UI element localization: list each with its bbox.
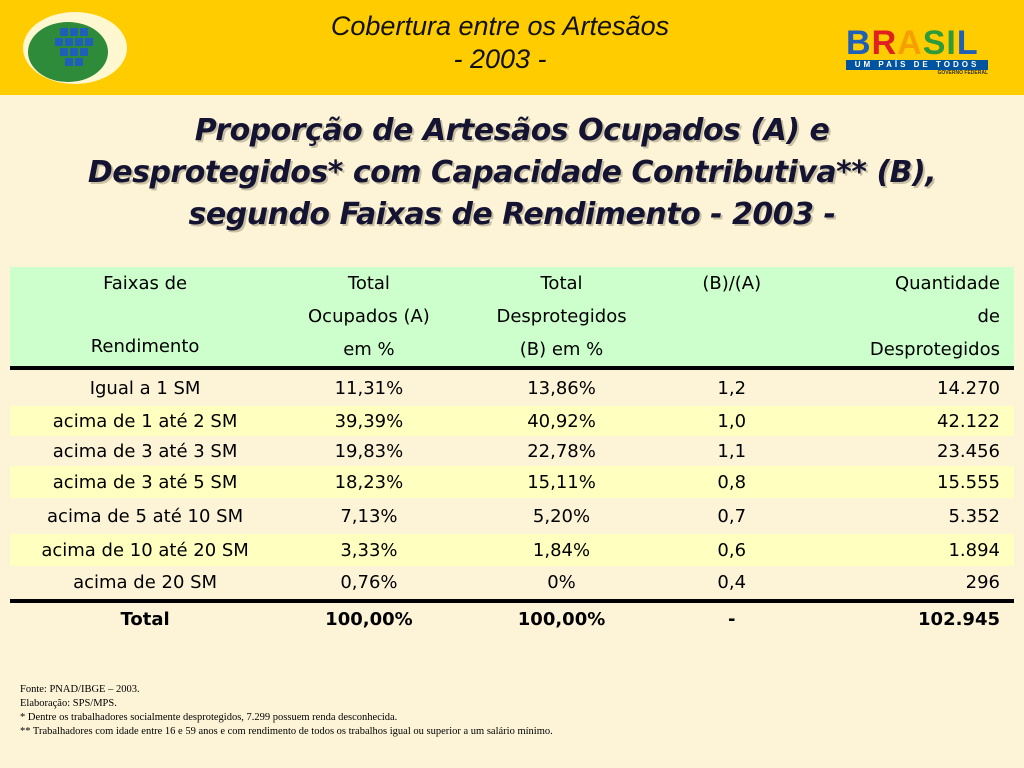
logo-footer: GOVERNO FEDERAL	[937, 70, 988, 76]
total-row: Total 100,00% 100,00% -102.945	[10, 599, 1014, 635]
table-cell: 0,8	[665, 466, 799, 498]
column-header: (B)/(A)	[665, 267, 799, 370]
header-cell: (B)/(A)	[665, 267, 798, 300]
table-row: acima de 10 até 20 SM 3,33% 1,84% 0,6 1.894	[10, 534, 1014, 566]
total-cell: 102.945	[798, 599, 1014, 635]
footnote: * Dentre os trabalhadores socialmente de…	[20, 712, 398, 723]
table-cell: acima de 10 até 20 SM	[10, 534, 281, 566]
header-line: Rendimento	[90, 336, 200, 357]
table-cell: 5.352	[948, 505, 1000, 527]
table-cell: 15,11%	[457, 466, 666, 498]
table-cell: acima de 1 até 2 SM	[10, 406, 281, 436]
header-cell: Total Ocupados (A) em %	[280, 267, 458, 366]
table-cell: 0,76%	[340, 572, 398, 593]
column-header: Quantidade de Desprotegidos	[798, 267, 1014, 370]
table-cell: 0,6	[665, 534, 799, 566]
table-cell: acima de 20 SM	[73, 572, 218, 593]
table-row: acima de 5 até 10 SM 7,13% 5,20% 0,7 5.352	[10, 498, 1014, 534]
header-line: Faixas de	[103, 273, 188, 294]
table-row: acima de 3 até 5 SM 18,23% 15,11% 0,8 15.555	[10, 466, 1014, 498]
table-cell: 1.894	[798, 534, 1014, 566]
column-header: Total Desprotegidos (B) em %	[457, 267, 666, 370]
column-header: Faixas de Rendimento	[10, 267, 281, 370]
title-line: - 2003 -	[453, 44, 547, 74]
total-cell: 100,00%	[457, 599, 666, 635]
column-header: Total Ocupados (A) em %	[280, 267, 458, 370]
header-line: (B) em %	[519, 339, 604, 360]
table-cell: 14.270	[937, 377, 1000, 399]
header-cell: Total Desprotegidos (B) em %	[458, 267, 666, 366]
table-cell: 1,84%	[457, 534, 666, 566]
table-cell: acima de 3 até 3 SM	[52, 440, 238, 462]
table-cell: 0%	[547, 572, 576, 593]
subtitle-line: Proporção de Artesãos Ocupados (A) e	[194, 113, 830, 148]
table-cell: 23.456	[937, 440, 1000, 462]
header-line: Quantidade	[894, 273, 1000, 294]
table-row: acima de 20 SM 0,76% 0% 0,4 296	[10, 566, 1014, 601]
title: Cobertura entre os Artesãos - 2003 -	[200, 10, 800, 76]
total-cell: 100,00%	[280, 599, 458, 635]
table-cell: 7,13%	[340, 505, 398, 527]
table-cell: 0,7	[717, 505, 747, 527]
table-cell: 15.555	[798, 466, 1014, 498]
subtitle-line: Desprotegidos* com Capacidade Contributi…	[87, 155, 937, 190]
subtitle-line: segundo Faixas de Rendimento - 2003 -	[188, 197, 836, 232]
table-cell: 5,20%	[532, 505, 591, 527]
table-cell: 11,31%	[334, 377, 404, 399]
header-line: Desprotegidos	[496, 306, 627, 327]
header-line: Ocupados (A)	[308, 306, 430, 327]
table-cell: acima de 3 até 5 SM	[10, 466, 281, 498]
table-cell: 3,33%	[280, 534, 458, 566]
table-cell: 1,0	[665, 406, 799, 436]
table-cell: 40,92%	[457, 406, 666, 436]
subtitle: Proporção de Artesãos Ocupados (A) e Desp…	[0, 110, 1024, 236]
footnotes: Fonte: PNAD/IBGE – 2003. Elaboração: SPS/…	[20, 683, 553, 739]
header-line: de	[977, 306, 1001, 327]
title-line: Cobertura entre os Artesãos	[330, 11, 670, 41]
table-cell: 22,78%	[527, 440, 596, 462]
table-row: Igual a 1 SM 11,31% 13,86% 1,2 14.270	[10, 368, 1014, 406]
header-line: Total	[540, 273, 583, 294]
data-table: Faixas de Rendimento Total Ocupados (A) em %…	[10, 267, 1014, 635]
footnote: Fonte: PNAD/IBGE – 2003.	[20, 684, 140, 695]
total-cell: -	[665, 599, 799, 635]
table-cell: acima de 5 até 10 SM	[47, 505, 244, 527]
header-cell: Faixas de Rendimento	[10, 267, 280, 363]
table-row: acima de 1 até 2 SM 39,39% 40,92% 1,0 42.122	[10, 406, 1014, 436]
table-cell: 0,4	[717, 572, 747, 593]
table-cell: 42.122	[798, 406, 1014, 436]
table-row: acima de 3 até 3 SM 19,83% 22,78% 1,1 23.456	[10, 436, 1014, 466]
table-cell: 39,39%	[280, 406, 458, 436]
table-cell: 1,2	[717, 377, 747, 399]
header-cell: Quantidade de Desprotegidos	[798, 267, 1000, 366]
total-cell: Total	[10, 599, 281, 635]
logo-tagline: UM PAÍS DE TODOS	[846, 60, 988, 70]
table-cell: 296	[965, 572, 1000, 593]
table-cell: 13,86%	[527, 377, 596, 399]
header-band	[0, 0, 1024, 95]
table-cell: 19,83%	[334, 440, 404, 462]
header-line: (B)/(A)	[702, 273, 762, 294]
footnote: ** Trabalhadores com idade entre 16 e 59…	[20, 726, 553, 737]
table-cell: 18,23%	[280, 466, 458, 498]
header-line: em %	[343, 339, 395, 360]
footnote: Elaboração: SPS/MPS.	[20, 698, 117, 709]
header-line: Desprotegidos	[869, 339, 1000, 360]
header-line: Total	[347, 273, 390, 294]
left-logo	[23, 12, 127, 84]
table-cell: Igual a 1 SM	[89, 377, 201, 399]
table-cell: 1,1	[717, 440, 747, 462]
